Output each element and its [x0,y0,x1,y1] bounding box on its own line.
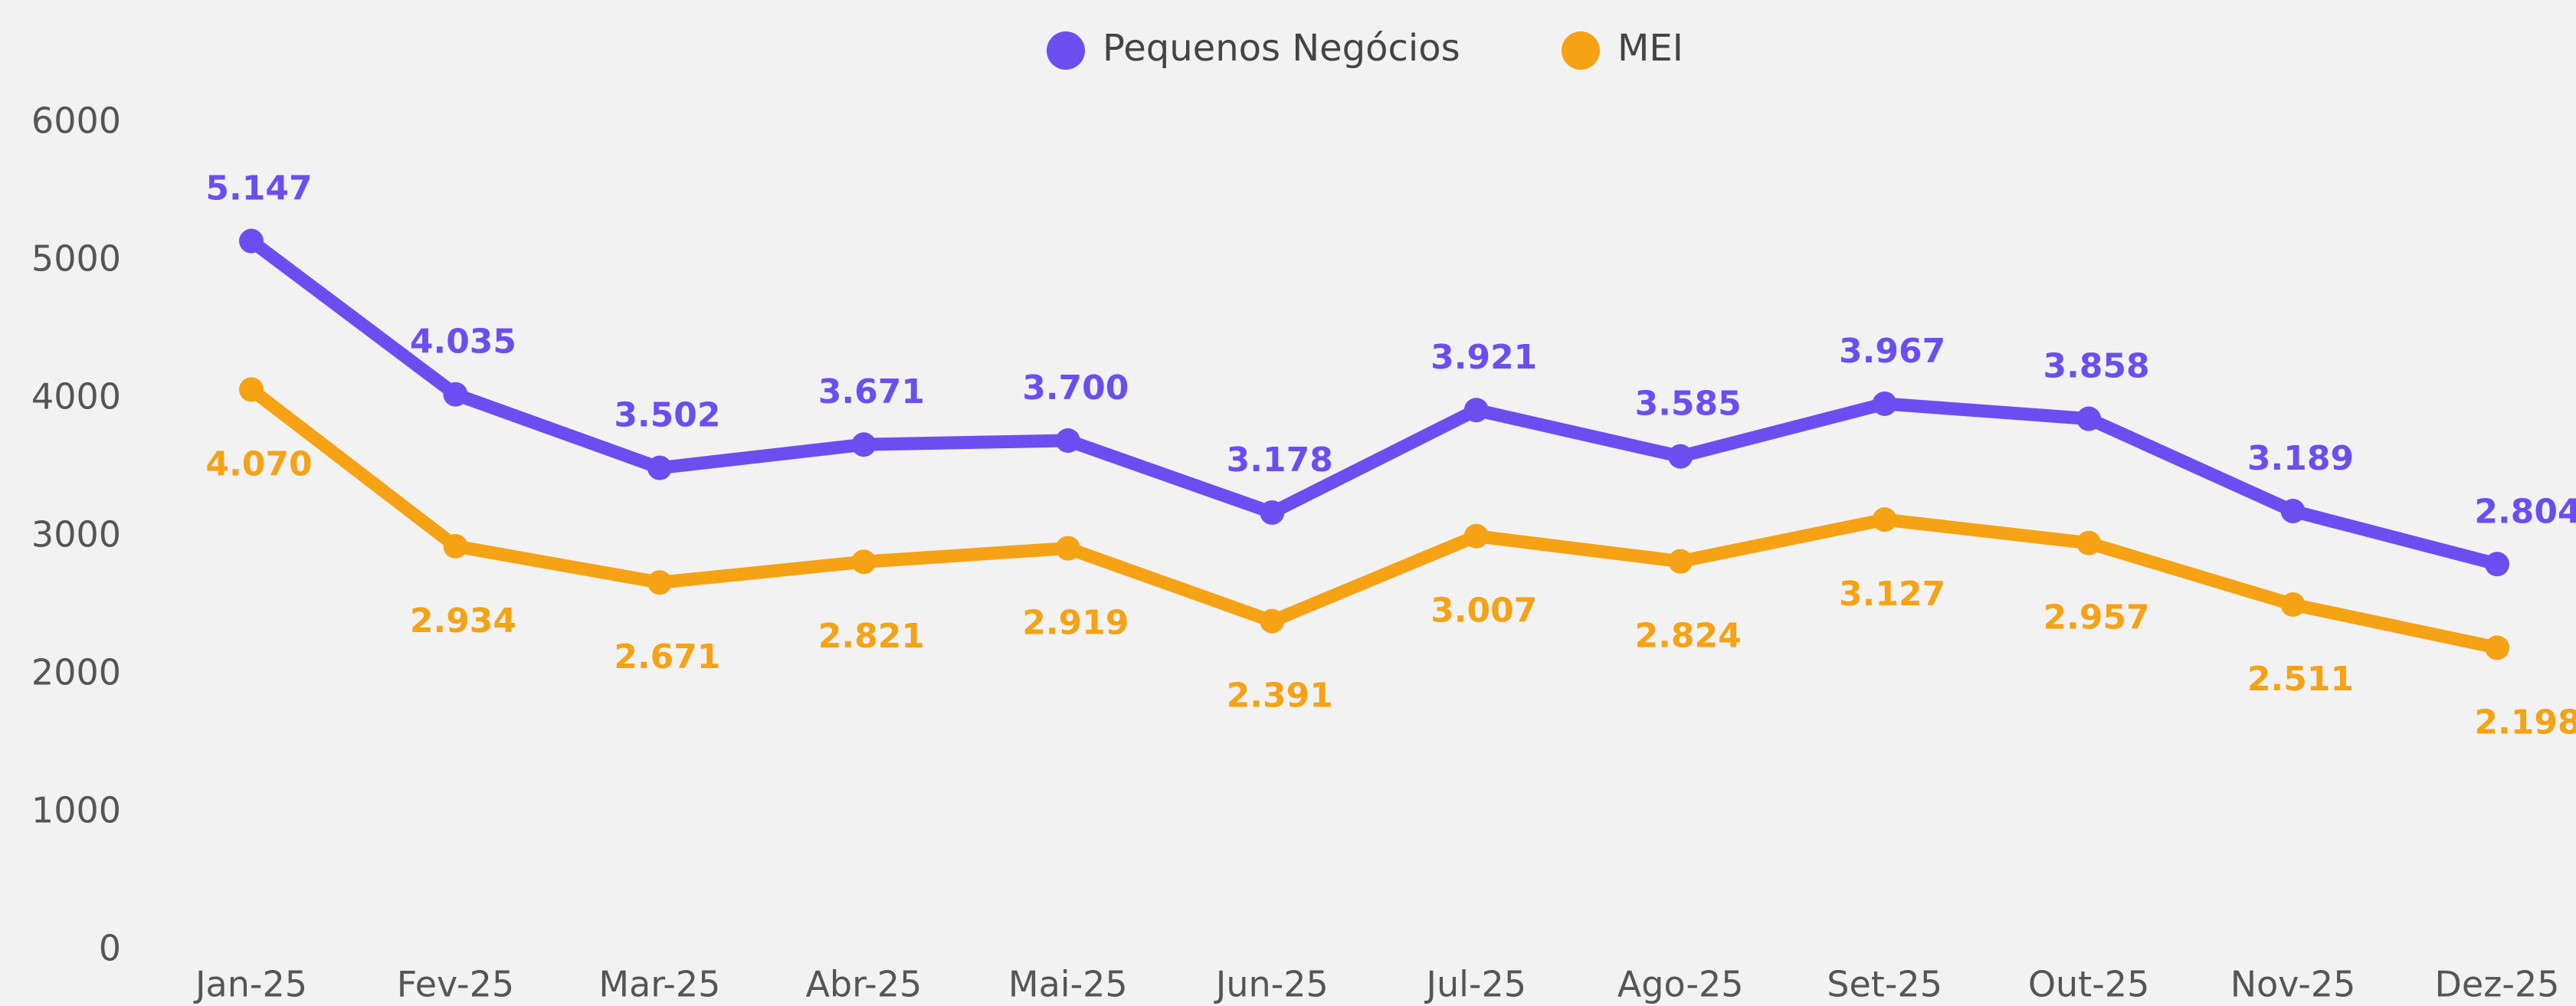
x-tick-label: Nov-25 [2230,964,2356,1005]
data-label: 3.007 [1431,591,1537,631]
data-point [239,228,264,254]
data-label: 2.511 [2247,660,2354,699]
y-tick-label: 6000 [31,100,121,142]
data-point [1055,428,1080,453]
data-label: 2.824 [1635,617,1742,656]
x-tick-label: Mar-25 [598,964,720,1005]
data-point [443,382,468,407]
x-tick-label: Abr-25 [805,964,922,1005]
data-point [851,549,877,575]
y-tick-label: 4000 [31,376,121,418]
data-point [647,455,672,480]
data-point [1463,523,1489,549]
data-label: 2.198 [2474,703,2576,742]
x-tick-label: Ago-25 [1617,964,1744,1005]
data-point [1463,398,1489,423]
data-label: 2.821 [818,617,925,656]
y-tick-label: 5000 [31,238,121,280]
data-point [1668,444,1693,469]
x-tick-label: Jun-25 [1214,964,1329,1005]
data-label: 4.035 [410,323,516,362]
data-point [2076,406,2102,431]
data-point [443,533,468,559]
data-point [2280,498,2306,523]
data-point [647,570,672,595]
data-point [851,432,877,457]
x-tick-label: Out-25 [2028,964,2150,1005]
series-line [247,235,2499,571]
data-label: 3.921 [1431,338,1537,377]
data-label: 3.178 [1227,441,1333,480]
data-point [1260,500,1285,525]
data-label: 4.070 [205,444,312,483]
data-label: 2.391 [1227,677,1333,716]
legend-label: MEI [1617,27,1683,70]
data-point [1872,507,1897,532]
data-point [1668,549,1693,574]
y-tick-label: 1000 [31,790,121,831]
legend-marker [1562,31,1600,70]
data-label: 2.957 [2043,598,2149,637]
data-label: 3.700 [1022,369,1129,408]
data-label: 2.919 [1022,604,1129,643]
data-label: 5.147 [205,169,312,208]
data-point [239,377,264,402]
x-tick-label: Jan-25 [193,964,307,1005]
legend-marker [1047,31,1085,70]
data-point [2485,552,2509,577]
data-label: 3.967 [1839,332,1945,371]
y-tick-label: 2000 [31,652,121,693]
data-point [1872,391,1897,416]
data-point [2076,530,2102,555]
data-label: 2.671 [614,637,720,677]
data-label: 3.127 [1839,575,1945,614]
series-line [247,384,2499,654]
data-label: 2.804 [2474,492,2576,531]
data-point [1260,608,1285,634]
y-tick-label: 3000 [31,514,121,555]
data-label: 3.585 [1635,385,1742,424]
x-tick-label: Fev-25 [397,964,514,1005]
data-label: 3.671 [818,372,925,411]
data-label: 2.934 [410,601,516,641]
x-tick-label: Mai-25 [1008,964,1128,1005]
x-tick-label: Set-25 [1827,964,1942,1005]
data-point [2485,635,2509,660]
y-tick-label: 0 [99,928,121,969]
legend-label: Pequenos Negócios [1103,27,1460,70]
data-point [1055,536,1080,561]
data-label: 3.502 [614,396,720,435]
x-tick-label: Dez-25 [2435,964,2560,1005]
x-tick-label: Jul-25 [1424,964,1526,1005]
data-label: 3.858 [2043,347,2149,386]
data-point [2280,592,2306,618]
data-label: 3.189 [2247,439,2354,478]
